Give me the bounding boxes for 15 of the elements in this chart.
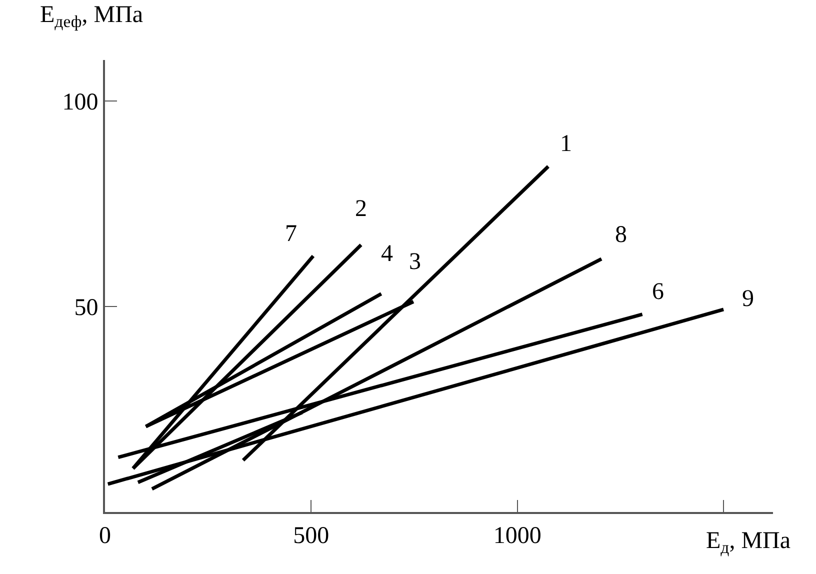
series-label: 3 xyxy=(409,249,421,275)
y-axis-title: E$_{деф}$, МПа xyxy=(40,2,144,32)
series-label: 1 xyxy=(560,131,572,157)
series-label: 7 xyxy=(285,221,297,247)
series-label: 2 xyxy=(355,196,367,222)
y-tick-label: 100 xyxy=(62,89,98,116)
y-tick-label: 50 xyxy=(74,294,98,321)
x-tick-label: 1000 xyxy=(493,522,542,549)
x-axis-title: E$_{д}$, МПа xyxy=(706,528,791,558)
x-tick-label: 0 xyxy=(99,522,111,549)
series-label: 9 xyxy=(742,286,754,312)
series-label: 6 xyxy=(652,279,664,305)
x-tick-label: 500 xyxy=(293,522,330,549)
series-label: 4 xyxy=(381,241,393,267)
series-label: 8 xyxy=(615,222,627,248)
